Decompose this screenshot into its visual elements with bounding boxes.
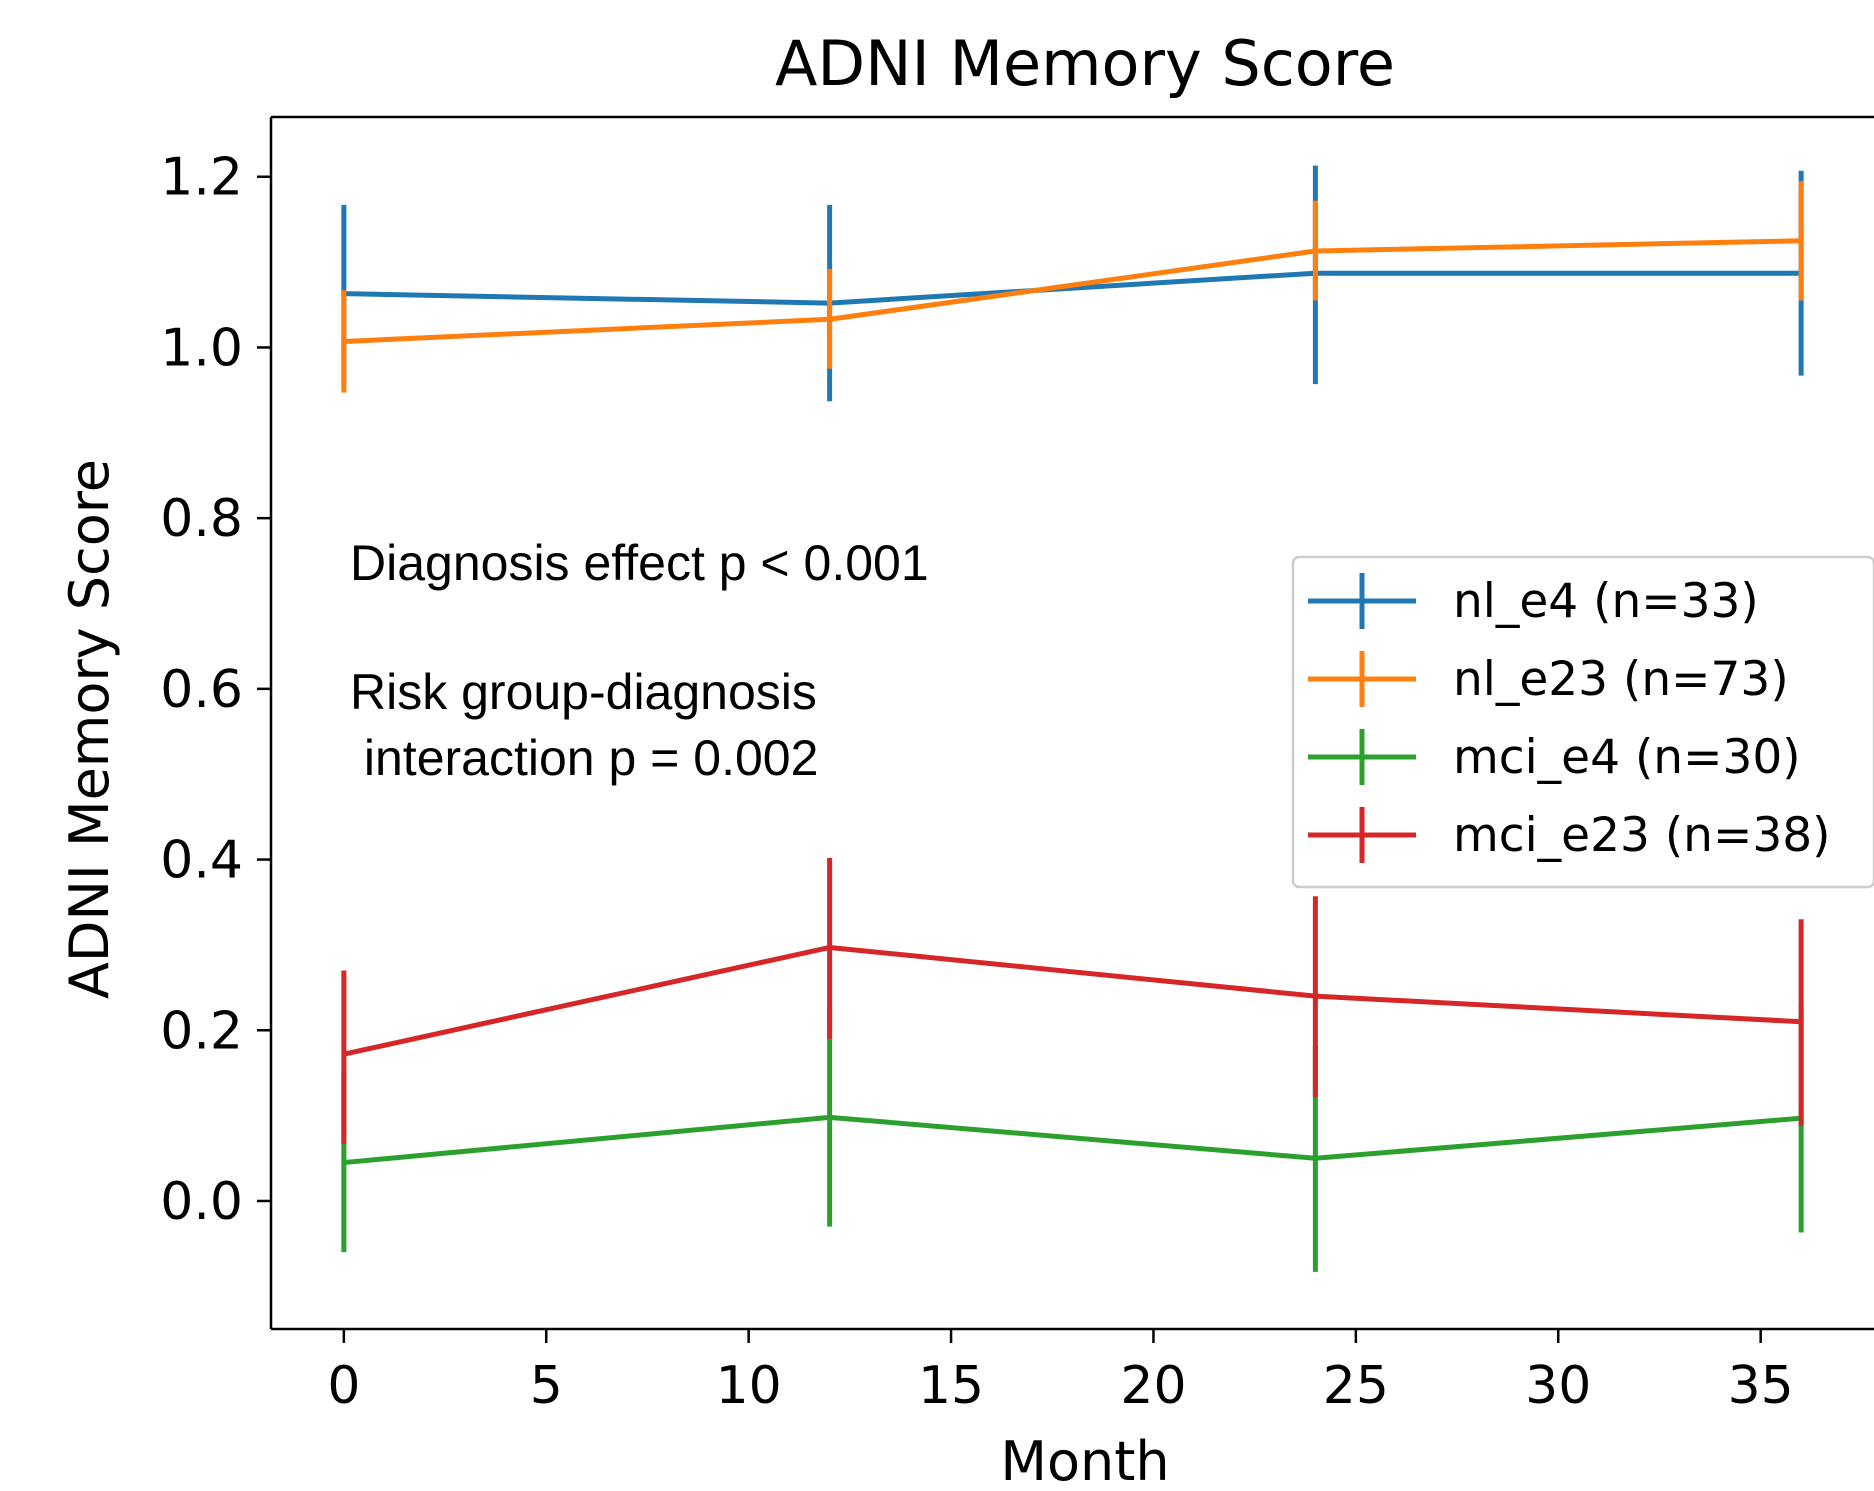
series-1 (341, 181, 1804, 393)
annotation-diagnosis-effect: Diagnosis effect p < 0.001 (350, 535, 929, 591)
y-axis-ticks: 0.0 0.2 0.4 0.6 0.8 1.0 1.2 (160, 148, 271, 1232)
legend-label: mci_e4 (n=30) (1453, 730, 1801, 785)
x-tick-label: 20 (1120, 1356, 1186, 1416)
series-2 (341, 1002, 1804, 1272)
annotation-interaction-line1: Risk group-diagnosis (350, 664, 817, 720)
x-axis-ticks: 0 5 10 15 20 25 30 35 (327, 1329, 1794, 1416)
legend-entry: mci_e23 (n=38) (1308, 807, 1831, 863)
legend-entry: nl_e4 (n=33) (1308, 573, 1759, 629)
y-tick-label: 0.6 (160, 660, 243, 720)
x-tick-label: 15 (918, 1356, 984, 1416)
annotations: Diagnosis effect p < 0.001 Risk group-di… (350, 535, 929, 786)
x-tick-label: 10 (716, 1356, 782, 1416)
chart-title: ADNI Memory Score (775, 27, 1395, 100)
legend-entry: mci_e4 (n=30) (1308, 729, 1801, 785)
y-tick-label: 1.0 (160, 318, 243, 378)
series-3 (341, 857, 1804, 1144)
y-tick-label: 0.2 (160, 1001, 243, 1061)
series-line (341, 1114, 1804, 1166)
annotation-interaction-line2: interaction p = 0.002 (350, 730, 818, 786)
x-tick-label: 30 (1525, 1356, 1591, 1416)
y-tick-label: 0.8 (160, 489, 243, 549)
series-line (341, 270, 1804, 306)
x-tick-label: 5 (530, 1356, 563, 1416)
legend-label: nl_e23 (n=73) (1453, 652, 1789, 707)
series-line (341, 238, 1804, 344)
data-series (341, 165, 1804, 1272)
legend-label: nl_e4 (n=33) (1453, 574, 1759, 629)
x-tick-label: 0 (327, 1356, 360, 1416)
y-axis-title: ADNI Memory Score (58, 459, 121, 999)
plot-frame (269, 115, 1874, 1331)
legend-box (1291, 555, 1874, 889)
y-tick-label: 0.0 (160, 1172, 243, 1232)
x-axis-title: Month (1000, 1430, 1169, 1491)
y-tick-label: 0.4 (160, 831, 243, 891)
legend-entry: nl_e23 (n=73) (1308, 651, 1789, 707)
legend-label: mci_e23 (n=38) (1453, 808, 1831, 863)
legend: nl_e4 (n=33) nl_e23 (n=73) mci_e4 (n=30) mc… (1291, 555, 1874, 889)
series-line (341, 944, 1804, 1057)
x-tick-label: 25 (1323, 1356, 1389, 1416)
y-tick-label: 1.2 (160, 148, 243, 208)
x-tick-label: 35 (1728, 1356, 1794, 1416)
